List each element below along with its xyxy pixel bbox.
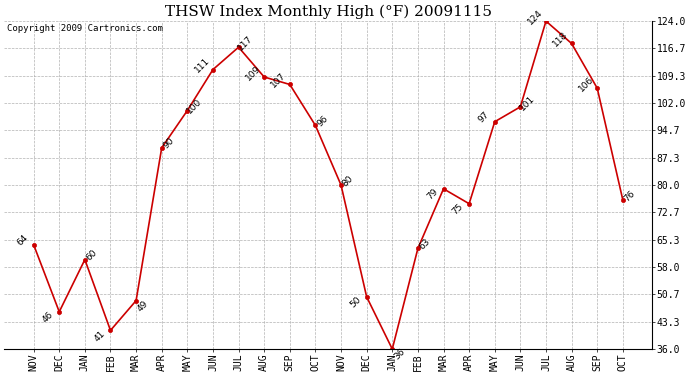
Text: 76: 76 bbox=[622, 189, 637, 203]
Text: 101: 101 bbox=[518, 93, 537, 112]
Text: 107: 107 bbox=[269, 71, 288, 90]
Text: 46: 46 bbox=[41, 310, 55, 324]
Text: 50: 50 bbox=[348, 295, 363, 310]
Title: THSW Index Monthly High (°F) 20091115: THSW Index Monthly High (°F) 20091115 bbox=[165, 4, 492, 18]
Text: 96: 96 bbox=[315, 114, 330, 129]
Text: 60: 60 bbox=[85, 248, 99, 263]
Text: 79: 79 bbox=[425, 187, 440, 202]
Text: 64: 64 bbox=[15, 233, 30, 248]
Text: 75: 75 bbox=[451, 202, 465, 216]
Text: 49: 49 bbox=[136, 299, 150, 314]
Text: 124: 124 bbox=[526, 8, 544, 26]
Text: 118: 118 bbox=[551, 30, 570, 49]
Text: Copyright 2009 Cartronics.com: Copyright 2009 Cartronics.com bbox=[8, 24, 164, 33]
Text: 106: 106 bbox=[577, 75, 595, 93]
Text: 36: 36 bbox=[392, 347, 406, 362]
Text: 90: 90 bbox=[161, 136, 176, 151]
Text: 100: 100 bbox=[185, 97, 204, 116]
Text: 111: 111 bbox=[193, 56, 211, 75]
Text: 41: 41 bbox=[92, 329, 106, 343]
Text: 97: 97 bbox=[476, 110, 491, 125]
Text: 63: 63 bbox=[417, 237, 432, 252]
Text: 80: 80 bbox=[341, 174, 355, 188]
Text: 109: 109 bbox=[244, 63, 262, 82]
Text: 117: 117 bbox=[236, 34, 255, 52]
